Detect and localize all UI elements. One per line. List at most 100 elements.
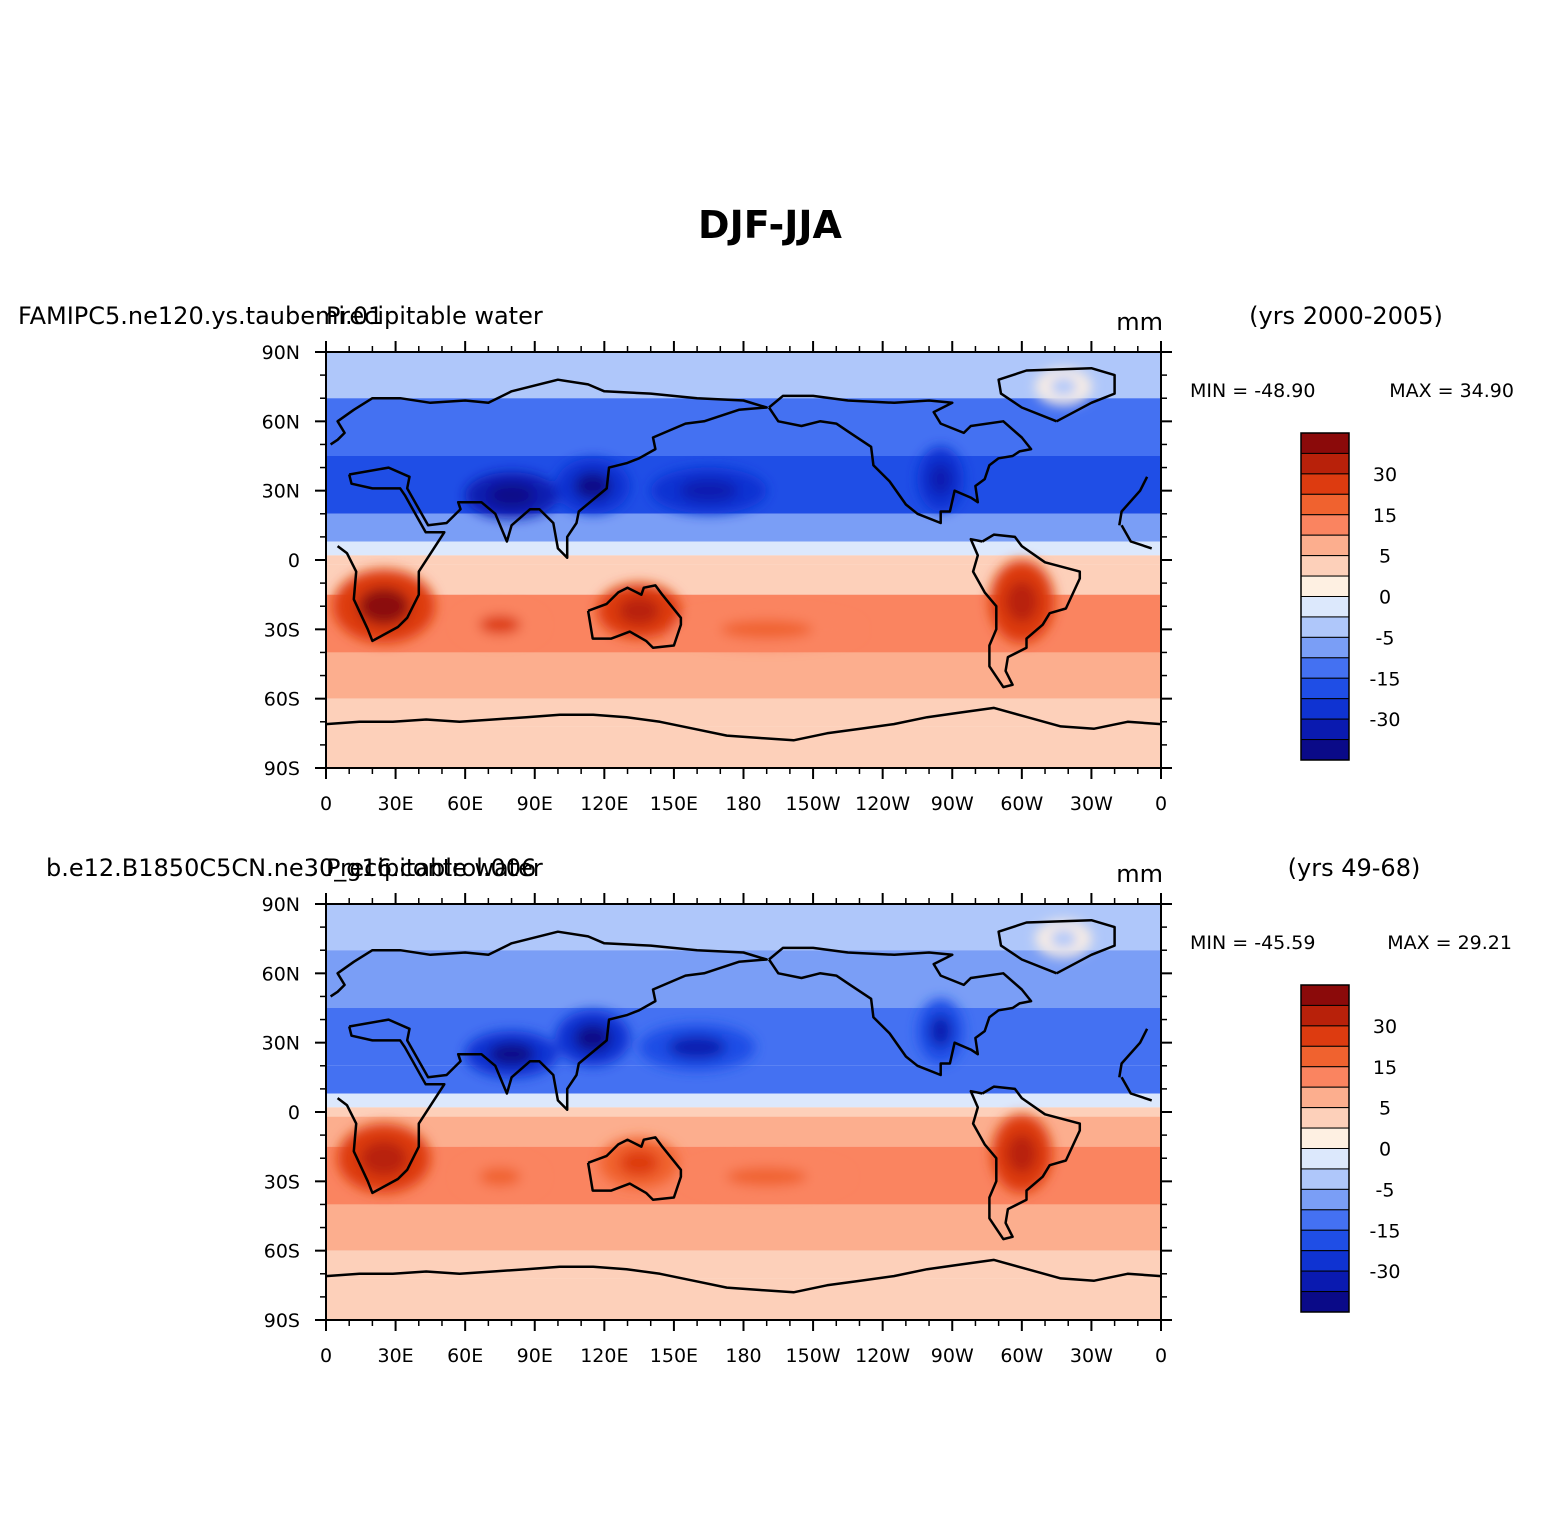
panel-1-case: FAMIPC5.ne120.ys.taubemi.01 (18, 302, 383, 330)
field-anomaly-core (720, 620, 814, 639)
panel-1-max: MAX = 34.90 (1389, 380, 1514, 402)
y-tick-label: 60S (264, 689, 300, 711)
colorbar-swatch (1300, 636, 1350, 659)
x-tick-label: 150E (650, 1345, 698, 1367)
field-band (326, 352, 1161, 399)
field-anomaly-core (679, 479, 738, 503)
field-band (326, 513, 1161, 542)
x-tick-label: 90W (931, 793, 974, 815)
coastline-antarctica (326, 706, 1161, 742)
x-tick-label: 0 (1155, 1345, 1167, 1367)
field-anomaly-core (1049, 377, 1078, 396)
x-tick-label: 150W (786, 793, 841, 815)
colorbar-swatch (1300, 555, 1350, 577)
y-tick-label: 90N (262, 342, 300, 364)
colorbar-label: 0 (1379, 587, 1391, 609)
x-tick-label: 60E (447, 1345, 483, 1367)
colorbar-swatch (1300, 1004, 1350, 1027)
field-anomaly-core (668, 1035, 727, 1059)
field-anomaly-core (479, 615, 521, 634)
field-band (326, 1107, 1161, 1117)
panel-1-period: (yrs 2000-2005) (1249, 302, 1443, 330)
field-anomaly-core (358, 587, 410, 625)
colorbar-label: 0 (1379, 1139, 1391, 1161)
colorbar-label: 30 (1373, 1016, 1397, 1038)
panel-2: b.e12.B1850C5CN.ne30_g16.control.006 Pre… (46, 854, 1512, 1367)
y-tick-label: 60S (264, 1241, 300, 1263)
field-anomaly-core (619, 1150, 659, 1176)
colorbar-swatch (1300, 1168, 1350, 1190)
panel-2-case: b.e12.B1850C5CN.ne30_g16.control.006 (46, 854, 536, 882)
colorbar-swatch (1300, 1270, 1350, 1293)
colorbar-swatch (1300, 452, 1350, 475)
panel-1-min: MIN = -48.90 (1190, 380, 1315, 402)
y-tick-label: 30N (262, 1033, 300, 1055)
colorbar-swatch (1300, 677, 1350, 700)
panel-1-axes: 0 30E 60E 90E 120E 150E 180 150W 120W 90W 60W 30W 09… (262, 341, 1172, 815)
panel-2-variable: Precipitable water (326, 854, 543, 882)
field-band (326, 555, 1161, 565)
x-tick-label: 150E (650, 793, 698, 815)
coastline (329, 930, 768, 1111)
panel-1-colorbar: 30 15 5 0 -5 -15 -30 (1300, 432, 1401, 761)
field-anomaly-core (618, 596, 660, 625)
colorbar-swatch (1300, 1229, 1350, 1252)
x-tick-label: 120E (580, 793, 628, 815)
x-tick-label: 30W (1070, 793, 1113, 815)
x-tick-label: 60E (447, 793, 483, 815)
field-anomaly-core (479, 1167, 521, 1186)
panel-2-max: MAX = 29.21 (1387, 932, 1512, 954)
colorbar-swatch (1300, 514, 1350, 536)
y-tick-label: 60N (262, 411, 300, 433)
y-tick-label: 90S (264, 1310, 300, 1332)
x-tick-label: 30E (377, 1345, 413, 1367)
colorbar-label: -30 (1369, 1261, 1400, 1283)
y-tick-label: 90S (264, 758, 300, 780)
colorbar-label: -5 (1376, 1179, 1395, 1201)
x-tick-label: 180 (725, 1345, 761, 1367)
panel-2-axes: 0 30E 60E 90E 120E 150E 180 150W 120W 90W 60W 30W 09… (262, 893, 1172, 1367)
panel-2-period: (yrs 49-68) (1288, 854, 1421, 882)
field-band (326, 652, 1161, 699)
field-anomaly-core (1005, 580, 1039, 623)
colorbar-swatch (1300, 1045, 1350, 1068)
colorbar-frame (1300, 432, 1350, 761)
x-tick-label: 90E (517, 793, 553, 815)
colorbar-swatch (1300, 984, 1350, 1006)
y-tick-label: 90N (262, 894, 300, 916)
colorbar-label: 15 (1373, 505, 1397, 527)
coastline (767, 946, 1033, 1077)
coastline (586, 1136, 683, 1202)
panel-1-map (326, 352, 1161, 768)
field-anomaly-core (726, 1167, 808, 1186)
coastline (969, 533, 1082, 689)
colorbar-swatch (1300, 1188, 1350, 1211)
colorbar-swatch (1300, 1107, 1350, 1129)
coastline (336, 1026, 446, 1195)
colorbar-swatch (1300, 1025, 1350, 1047)
colorbar-label: 30 (1373, 464, 1397, 486)
x-tick-label: 30E (377, 793, 413, 815)
colorbar-label: -30 (1369, 709, 1400, 731)
colorbar-swatch (1300, 616, 1350, 638)
field-anomaly-core (360, 1140, 408, 1176)
field-anomaly-core (1006, 1133, 1037, 1174)
coastline-antarctica (326, 1258, 1161, 1294)
field-band (326, 950, 1161, 1008)
colorbar-swatch (1300, 1127, 1350, 1149)
colorbar-label: -15 (1369, 668, 1400, 690)
figure-title: DJF-JJA (698, 203, 843, 247)
colorbar-label: 15 (1373, 1057, 1397, 1079)
x-tick-label: 60W (1000, 1345, 1043, 1367)
colorbar-swatch (1300, 1086, 1350, 1109)
colorbar-swatch (1300, 698, 1350, 720)
x-tick-label: 0 (1155, 793, 1167, 815)
colorbar-label: 5 (1379, 546, 1391, 568)
colorbar-swatch (1300, 473, 1350, 495)
coastline (1118, 476, 1149, 526)
field-band (326, 398, 1161, 456)
panel-2-units: mm (1116, 860, 1163, 888)
coastline (997, 366, 1116, 423)
colorbar-swatch (1300, 718, 1350, 741)
